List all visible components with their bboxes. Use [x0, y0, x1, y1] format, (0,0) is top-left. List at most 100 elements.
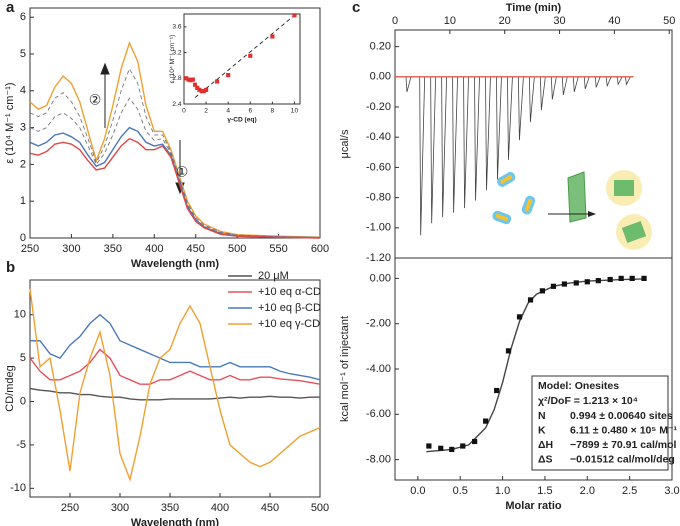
fit-value: 0.994 ± 0.00640 sites: [570, 410, 673, 422]
y-axis-title: kcal mol⁻¹ of injectant: [339, 316, 351, 422]
fit-chi: χ²/DoF = 1.213 × 10⁴: [538, 395, 638, 407]
x-tick-label: 2.5: [622, 485, 637, 497]
y-tick-label: -0.40: [366, 131, 391, 143]
data-point: [201, 89, 206, 94]
x-tick-label: 250: [21, 243, 39, 255]
series-line: [29, 67, 321, 239]
panel-label: b: [6, 259, 15, 276]
panel-label: c: [352, 0, 360, 16]
injection-peak: [441, 76, 448, 218]
y-tick-label: 6: [20, 11, 26, 23]
data-point: [595, 278, 601, 284]
injection-peak: [452, 76, 458, 213]
fit-param: ΔS: [538, 453, 553, 465]
injection-peak: [528, 76, 535, 123]
fit-value: −0.01512 cal/mol/deg: [570, 453, 675, 465]
x-tick-label: 400: [211, 502, 229, 514]
injection-peak: [463, 76, 469, 209]
x-axis-title: γ-CD (eq): [227, 116, 256, 123]
data-point: [188, 78, 193, 83]
data-point: [550, 283, 557, 289]
cyclodextrin: [567, 171, 587, 223]
series-line: [29, 387, 320, 401]
guest: [497, 172, 516, 187]
data-point: [641, 275, 647, 281]
injection-peak: [474, 76, 480, 201]
x-tick-label: 1.5: [537, 485, 552, 497]
y-tick-label: -0.80: [366, 192, 391, 204]
data-point: [226, 72, 231, 78]
series-line: [194, 14, 295, 98]
x-tick-label: 3.0: [664, 485, 679, 497]
fit-value: −7899 ± 70.91 cal/mol: [570, 439, 677, 451]
arrow-head: [100, 62, 110, 75]
x-axis-title: Molar ratio: [505, 500, 562, 512]
y-tick-label: -5: [16, 439, 26, 451]
data-point: [449, 446, 455, 453]
x-tick-label: 20: [499, 15, 511, 27]
x-tick-label: 0.0: [410, 485, 425, 497]
data-point: [505, 348, 512, 354]
annotation: ①: [176, 164, 189, 180]
data-point: [460, 443, 466, 449]
x-tick-label: 0: [182, 107, 186, 114]
y-tick-label: 3.6: [172, 24, 181, 31]
legend-label: 20 μM: [258, 270, 289, 282]
legend-label: +10 eq α-CD: [258, 286, 321, 298]
injection-peak: [594, 76, 601, 88]
plot-frame: [29, 7, 321, 239]
guest-molecules: [492, 172, 536, 225]
data-point: [184, 76, 189, 81]
x-tick-label: 30: [553, 15, 565, 27]
y-tick-label: 2.4: [172, 101, 181, 108]
complex: [621, 221, 647, 243]
data-point: [483, 418, 489, 424]
y-tick-label: -1.00: [366, 222, 391, 234]
fit-value: 6.11 ± 0.480 × 10⁵ M⁻¹: [570, 424, 678, 436]
x-tick-label: 2.0: [580, 485, 595, 497]
x-tick-label: 0.5: [453, 485, 468, 497]
y-tick-label: 0: [20, 232, 26, 244]
x-tick-label: 0: [392, 15, 398, 27]
fit-box-frame: [531, 375, 669, 471]
x-tick-label: 500: [311, 502, 329, 514]
data-point: [190, 77, 195, 82]
series-line: [29, 41, 321, 238]
x-tick-label: 500: [228, 243, 246, 255]
injection-peak: [405, 76, 412, 93]
fit-param: N: [538, 410, 546, 422]
data-point: [629, 275, 635, 281]
x-tick-label: 10: [291, 107, 299, 114]
injection-peak: [496, 76, 502, 180]
x-tick-label: 2: [204, 107, 208, 114]
x-tick-label: 450: [261, 502, 279, 514]
data-point: [539, 288, 545, 294]
y-tick-label: -0.60: [366, 161, 391, 173]
data-point: [618, 275, 624, 281]
data-point: [607, 276, 613, 283]
data-point: [199, 89, 204, 94]
injection-peak: [550, 76, 557, 100]
inset-background: [184, 14, 300, 104]
guest: [521, 195, 536, 215]
data-point: [561, 281, 568, 287]
y-tick-label: -1.20: [366, 252, 391, 264]
x-tick-label: 350: [161, 502, 179, 514]
y-tick-label: -4.00: [366, 363, 391, 375]
y-tick-label: -8.00: [366, 454, 391, 466]
fit-param: ΔH: [538, 439, 553, 451]
complex: [614, 180, 634, 196]
x-tick-label: 8: [271, 107, 275, 114]
y-tick-label: 0: [20, 395, 26, 407]
injection-peak: [485, 76, 491, 191]
y-tick-label: 4: [20, 85, 26, 97]
legend-label: +10 eq β-CD: [258, 302, 321, 314]
injection-peak: [539, 76, 546, 111]
y-tick-label: 2: [20, 158, 26, 170]
data-point: [472, 438, 478, 445]
guest: [492, 210, 512, 225]
y-tick-label: 0.00: [370, 272, 391, 284]
data-point: [186, 77, 191, 82]
x-tick-label: 550: [269, 243, 287, 255]
x-axis-title: Wavelength (nm): [131, 258, 220, 270]
